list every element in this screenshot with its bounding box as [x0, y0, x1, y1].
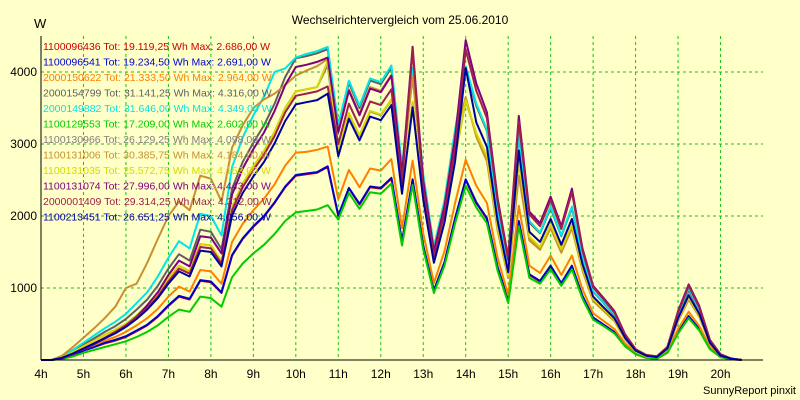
legend-entry-11: 2000001409 Tot: 29.314,25 Wh Max: 4.312,…: [43, 196, 272, 208]
y-tick-label: 2000: [10, 209, 37, 223]
y-tick-label: 1000: [10, 281, 37, 295]
x-tick-label: 18h: [626, 367, 646, 381]
x-tick-label: 15h: [498, 367, 518, 381]
legend-entry-9: 1100131035 Tot: 25.572,75 Wh Max: 4.153,…: [43, 165, 271, 177]
x-tick-label: 17h: [583, 367, 603, 381]
x-tick-label: 6h: [119, 367, 132, 381]
y-tick-labels: 1000 2000 3000 4000: [10, 65, 37, 295]
legend-entry-3: 2000150622 Tot: 21.333,50 Wh Max: 2.964,…: [43, 72, 272, 84]
y-tick-label: 4000: [10, 65, 37, 79]
legend-entry-12: 1100213451 Tot: 26.651,25 Wh Max: 4.056,…: [43, 212, 271, 224]
x-tick-label: 10h: [286, 367, 306, 381]
chart-title: Wechselrichtervergleich vom 25.06.2010: [292, 13, 509, 27]
x-tick-label: 16h: [541, 367, 561, 381]
legend-entry-5: 2000149882 Tot: 31.646,00 Wh Max: 4.349,…: [43, 103, 272, 115]
x-tick-labels: 4h 5h 6h 7h 8h 9h 10h 11h 12h 13h 14h 15h 16h 17h 18h 1…: [34, 367, 730, 381]
x-tick-label: 13h: [413, 367, 433, 381]
x-tick-label: 19h: [668, 367, 688, 381]
x-tick-label: 14h: [456, 367, 476, 381]
legend-entry-10: 1100131074 Tot: 27.996,00 Wh Max: 4.443,…: [43, 181, 271, 193]
x-tick-label: 5h: [77, 367, 90, 381]
legend-entry-6: 1100129553 Tot: 17.209,00 Wh Max: 2.602,…: [43, 119, 271, 131]
y-axis-unit: W: [34, 16, 47, 31]
series-group: [41, 39, 742, 361]
legend-entry-8: 1100131006 Tot: 30.385,75 Wh Max: 4.184,…: [43, 150, 271, 162]
series-line-3: [41, 145, 742, 361]
legend-entry-7: 1100130966 Tot: 26.129,25 Wh Max: 4.098,…: [43, 134, 271, 146]
x-tick-label: 8h: [204, 367, 217, 381]
x-tick-label: 4h: [34, 367, 47, 381]
legend-entry-4: 2000154799 Tot: 31.141,25 Wh Max: 4.316,…: [43, 88, 272, 100]
x-tick-label: 20h: [711, 367, 731, 381]
x-tick-label: 12h: [371, 367, 391, 381]
x-tick-label: 11h: [329, 367, 348, 381]
y-tick-label: 3000: [10, 137, 37, 151]
legend-entry-2: 1100096541 Tot: 19.234,50 Wh Max: 2.691,…: [43, 57, 271, 69]
x-tick-label: 7h: [162, 367, 175, 381]
x-tick-label: 9h: [247, 367, 260, 381]
chart-credit: SunnyReport pinxit: [703, 385, 796, 397]
series-line-6: [41, 182, 742, 361]
legend-entry-1: 1100096436 Tot: 19.119,25 Wh Max: 2.686,…: [43, 41, 270, 53]
series-line-12: [41, 67, 742, 361]
legend: 1100096436 Tot: 19.119,25 Wh Max: 2.686,…: [43, 41, 272, 224]
